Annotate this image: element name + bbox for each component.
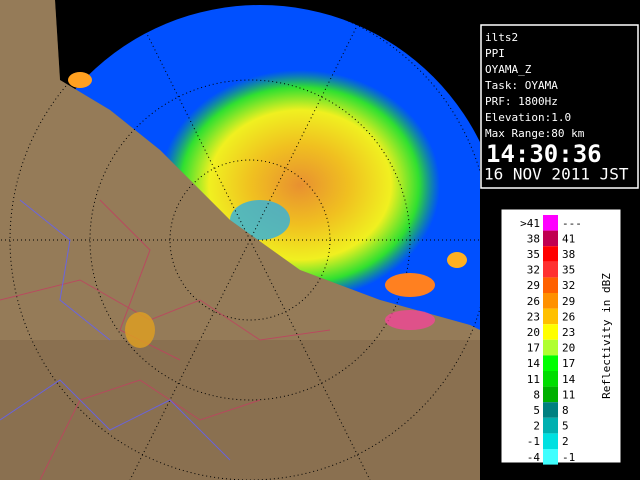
info-line: PRF: 1800Hz [485, 95, 558, 108]
legend-low: 26 [527, 295, 540, 308]
legend-low: 11 [527, 373, 540, 386]
legend-swatch [543, 371, 558, 387]
legend-low: 17 [527, 342, 540, 355]
legend-swatch [543, 308, 558, 325]
legend-low: 14 [527, 357, 541, 370]
legend-low: 35 [527, 248, 540, 261]
legend-swatch [543, 355, 558, 371]
legend-title: Reflectivity in dBZ [600, 273, 613, 399]
legend-high: 32 [562, 279, 575, 292]
legend-swatch [543, 339, 558, 356]
legend-high: 2 [562, 435, 569, 448]
legend-swatch [543, 277, 558, 293]
legend-swatch [543, 293, 558, 309]
legend-swatch [543, 386, 558, 403]
legend-swatch [543, 230, 558, 247]
legend-high: 38 [562, 248, 575, 261]
legend [501, 209, 621, 463]
map [0, 0, 480, 480]
legend-swatch [543, 324, 558, 340]
legend-high: --- [562, 217, 582, 230]
info-line: OYAMA_Z [485, 63, 532, 76]
legend-low: 8 [533, 388, 540, 401]
legend-high: 20 [562, 342, 575, 355]
info-line: PPI [485, 47, 505, 60]
info-panel [480, 24, 639, 189]
time: 14:30:36 [486, 140, 602, 168]
legend-swatch [543, 261, 558, 278]
legend-high: -1 [562, 451, 575, 464]
legend-low: 32 [527, 264, 540, 277]
legend-high: 41 [562, 232, 575, 245]
legend-high: 11 [562, 388, 575, 401]
legend-low: -4 [527, 451, 541, 464]
legend-high: 29 [562, 295, 575, 308]
legend-high: 14 [562, 373, 576, 386]
legend-swatch [543, 402, 558, 418]
info-line: ilts2 [485, 31, 518, 44]
info-line: Elevation:1.0 [485, 111, 571, 124]
legend-swatch [543, 433, 558, 449]
legend-low: 38 [527, 232, 540, 245]
legend-swatch [543, 417, 558, 434]
legend-low: 23 [527, 310, 540, 323]
legend-high: 23 [562, 326, 575, 339]
legend-swatch [543, 246, 558, 262]
legend-swatch [543, 215, 558, 231]
legend-low: 2 [533, 420, 540, 433]
legend-low: 29 [527, 279, 540, 292]
legend-high: 8 [562, 404, 569, 417]
legend-high: 26 [562, 310, 575, 323]
legend-high: 17 [562, 357, 575, 370]
legend-low: 20 [527, 326, 540, 339]
legend-low: >41 [520, 217, 540, 230]
info-line: Task: OYAMA [485, 79, 558, 92]
legend-high: 35 [562, 264, 575, 277]
legend-low: 5 [533, 404, 540, 417]
legend-high: 5 [562, 420, 569, 433]
date: 16 NOV 2011 JST [484, 165, 629, 184]
info-line: Max Range:80 km [485, 127, 585, 140]
legend-swatch [543, 449, 558, 465]
legend-low: -1 [527, 435, 540, 448]
